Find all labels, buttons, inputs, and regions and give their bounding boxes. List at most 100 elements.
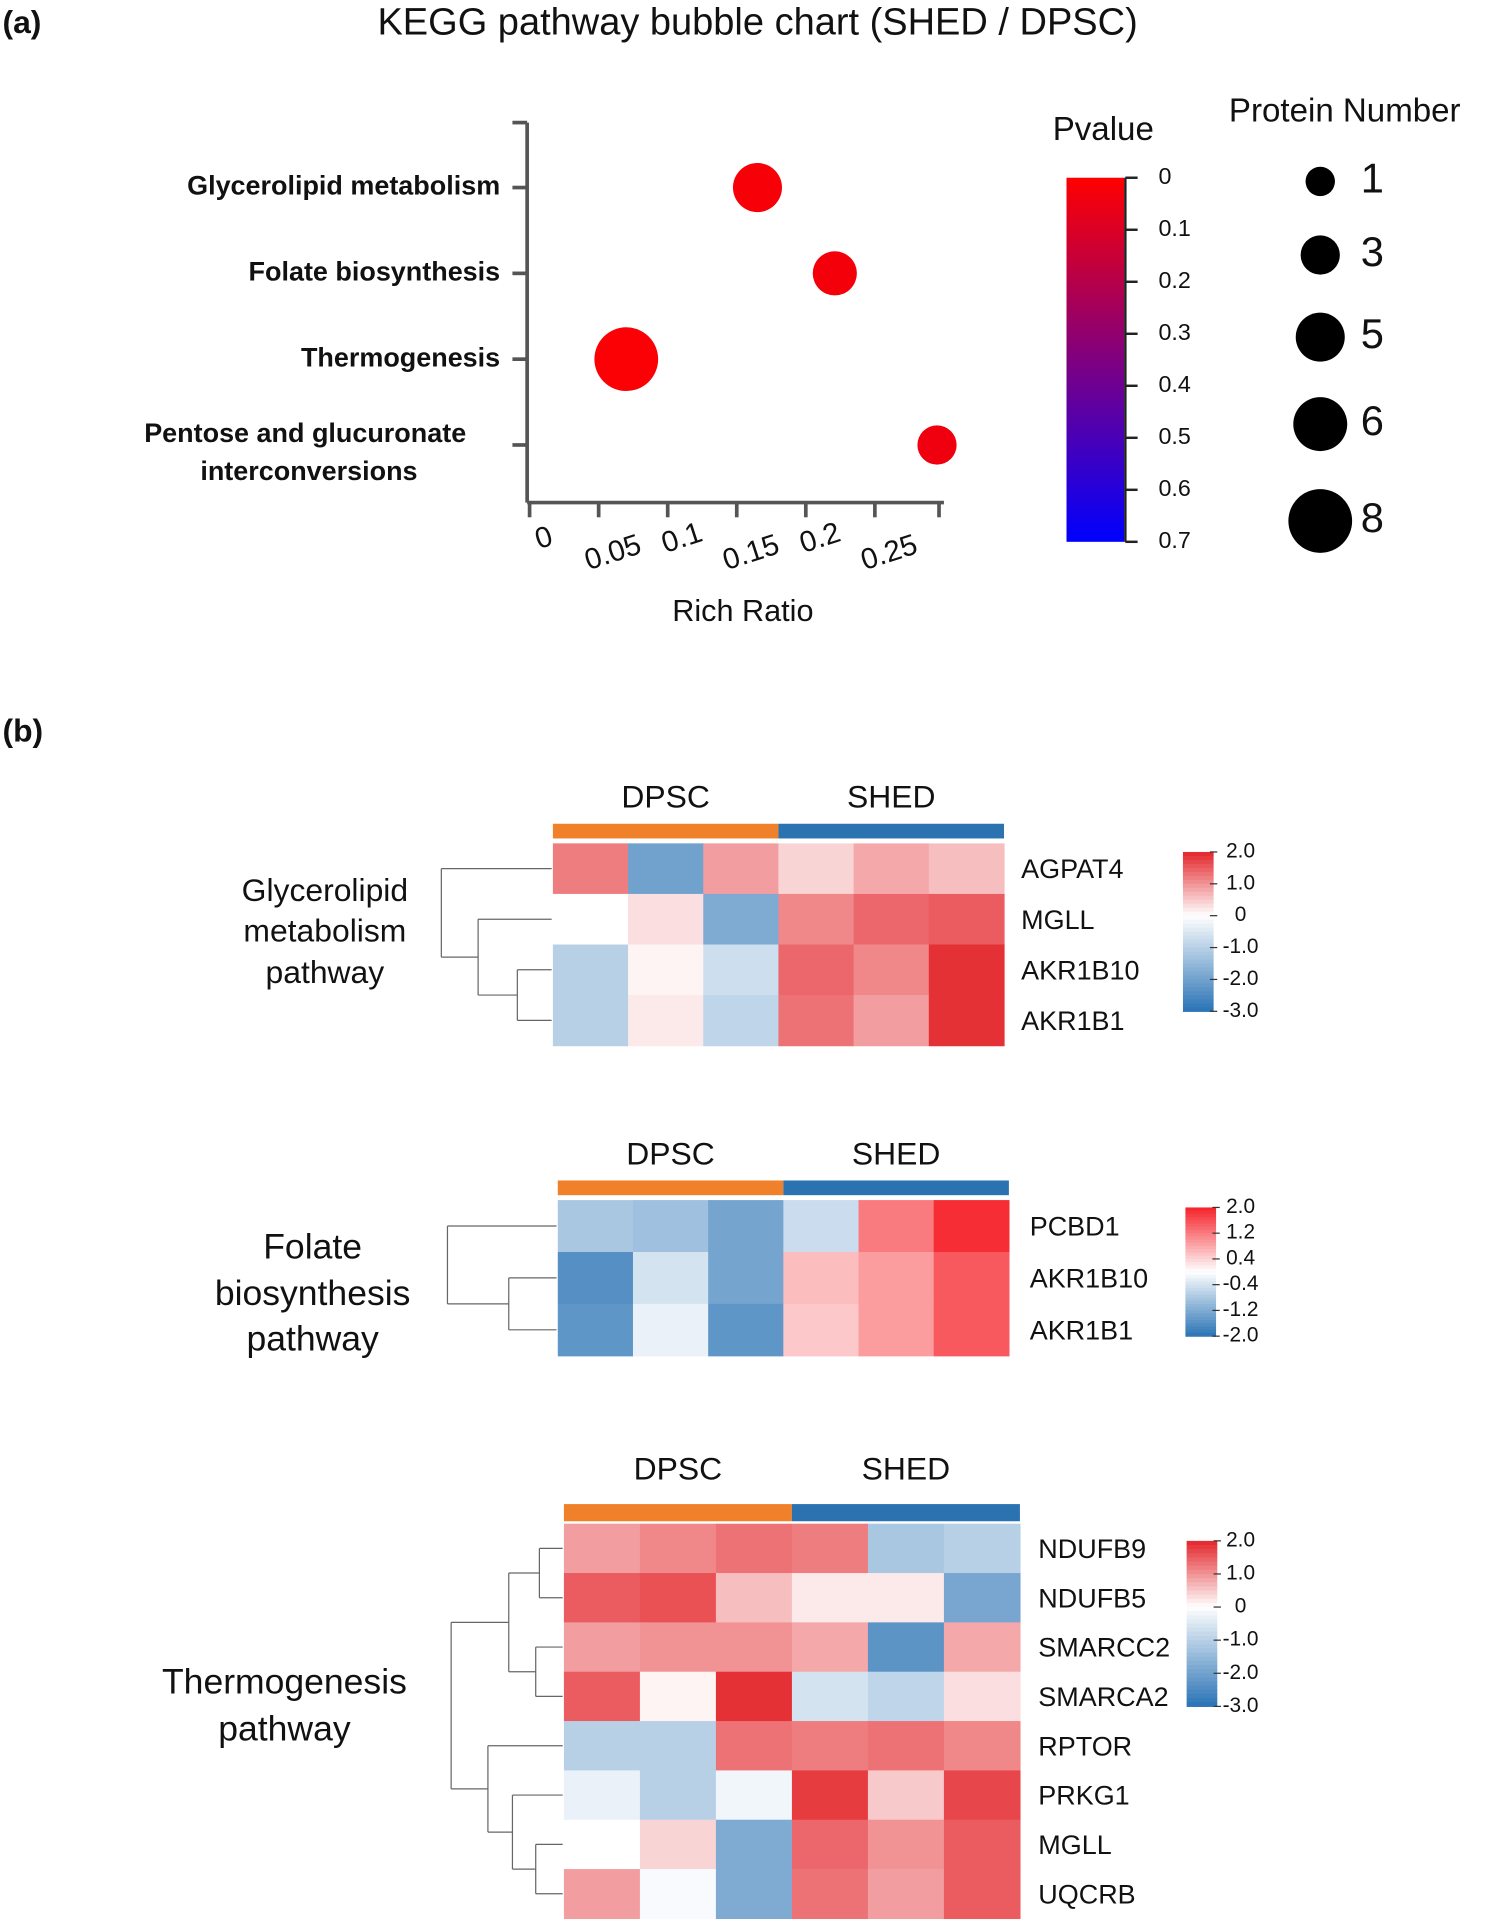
heatmap-cell: [853, 843, 930, 895]
heatmap-cell: [563, 1869, 641, 1920]
colorbar-segment: [1185, 1207, 1217, 1212]
heatmap-cell: [632, 1251, 709, 1305]
colorbar-segment: [1186, 1586, 1218, 1592]
colorbar-segment: [1182, 883, 1214, 889]
colorbar-segment: [1182, 927, 1214, 933]
heatmap-cell: [867, 1770, 945, 1821]
heatmap-cell: [933, 1303, 1010, 1357]
colorbar-tick-label: 0.2: [1158, 267, 1190, 293]
heatmap-cell: [853, 893, 930, 946]
row-label: NDUFB9: [1038, 1534, 1146, 1564]
bubble: [732, 163, 782, 213]
colorbar-segment: [1186, 1598, 1218, 1604]
row-label: NDUFB5: [1038, 1583, 1146, 1613]
colorbar-segment: [1186, 1644, 1218, 1650]
row-label: AGPAT4: [1021, 854, 1123, 884]
colorbar-segment: [1182, 919, 1214, 925]
colorbar-segment: [1185, 1249, 1217, 1254]
colorbar-segment: [1186, 1578, 1218, 1583]
colorbar-segment: [1182, 875, 1214, 881]
group-bar: [778, 823, 1004, 839]
group-bar: [783, 1180, 1009, 1196]
group-label: DPSC: [626, 1135, 715, 1171]
colorbar-segment: [1182, 971, 1214, 977]
colorbar-segment: [1185, 1265, 1217, 1270]
heatmap-cell: [703, 893, 780, 946]
group-label: DPSC: [621, 779, 710, 815]
colorbar-segment: [1185, 1217, 1217, 1221]
colorbar-segment: [1182, 867, 1214, 873]
colorbar-tick-label: 0: [1158, 163, 1171, 189]
heatmap-cell: [703, 995, 780, 1047]
colorbar-tick-label: 0.3: [1158, 319, 1190, 345]
colorbar-segment: [1182, 995, 1214, 1000]
heatmap-cell: [628, 944, 704, 996]
colorbar-segment: [1186, 1540, 1218, 1546]
heatmap-cell: [867, 1721, 945, 1772]
size-legend-marker: [1300, 235, 1340, 275]
colorbar-segment: [1186, 1623, 1218, 1629]
colorbar-segment: [1186, 1611, 1218, 1616]
colorbar-segment: [1186, 1569, 1218, 1575]
colorbar-segment: [1182, 891, 1214, 897]
row-label: UQCRB: [1038, 1879, 1135, 1909]
heatmap-cell: [791, 1622, 869, 1673]
colorbar-segment: [1186, 1640, 1218, 1645]
row-label: AKR1B1: [1021, 1006, 1124, 1036]
colorbar-tick-label: 1.0: [1226, 1561, 1255, 1584]
colorbar-segment: [1185, 1233, 1217, 1238]
heatmap-cell: [639, 1671, 717, 1722]
group-label: SHED: [862, 1450, 951, 1486]
colorbar-segment: [1186, 1607, 1218, 1612]
colorbar-segment: [1185, 1313, 1217, 1318]
colorbar-segment: [1186, 1656, 1218, 1662]
colorbar: [1066, 177, 1125, 542]
colorbar-segment: [1185, 1255, 1217, 1260]
heatmap-cell: [639, 1721, 717, 1772]
heatmap-cell: [632, 1200, 709, 1253]
colorbar-tick-label: 0.1: [1158, 215, 1190, 241]
colorbar-segment: [1186, 1698, 1218, 1703]
row-label: AKR1B1: [1030, 1315, 1133, 1345]
heatmap-cell: [563, 1721, 641, 1772]
heatmap-cell: [628, 995, 704, 1047]
colorbar-segment: [1185, 1316, 1217, 1321]
x-tick-label: 0.1: [657, 516, 706, 560]
heatmap-cell: [867, 1622, 945, 1673]
y-tick-label: Thermogenesis: [301, 342, 500, 372]
colorbar-segment: [1186, 1619, 1218, 1625]
heatmap-cell: [867, 1671, 945, 1722]
colorbar-segment: [1185, 1320, 1217, 1324]
heatmap-cell: [778, 843, 855, 895]
colorbar-segment: [1182, 967, 1214, 973]
colorbar-segment: [1182, 931, 1214, 937]
colorbar-tick-label: -2.0: [1223, 1661, 1259, 1684]
colorbar-tick-label: 2.0: [1226, 839, 1255, 862]
size-legend-label: 1: [1361, 154, 1384, 201]
y-tick-label: Pentose and glucuronate interconversions: [144, 418, 473, 486]
heatmap-cell: [715, 1671, 793, 1722]
size-legend-label: 8: [1361, 494, 1384, 541]
panel-label: (b): [2, 712, 43, 748]
colorbar-segment: [1182, 911, 1214, 917]
panel-label: (a): [2, 4, 41, 40]
colorbar-segment: [1185, 1329, 1217, 1334]
colorbar-tick-label: -0.4: [1223, 1272, 1259, 1295]
colorbar-tick-label: 0: [1235, 903, 1247, 926]
heatmap-cell: [708, 1200, 784, 1253]
colorbar-segment: [1182, 959, 1214, 965]
colorbar-tick-label: 0: [1235, 1595, 1247, 1618]
group-bar: [791, 1504, 1020, 1522]
y-tick-label: Glycerolipid metabolism: [187, 171, 500, 201]
colorbar-tick-label: 2.0: [1226, 1195, 1255, 1218]
colorbar-segment: [1185, 1252, 1217, 1257]
heatmap-cell: [639, 1770, 717, 1821]
group-bar: [557, 1180, 784, 1196]
colorbar-segment: [1182, 1003, 1214, 1008]
row-label: PCBD1: [1030, 1212, 1120, 1242]
colorbar-segment: [1182, 999, 1214, 1004]
bubble: [594, 327, 659, 392]
heatmap-cell: [639, 1523, 717, 1574]
colorbar-segment: [1186, 1702, 1218, 1707]
colorbar-segment: [1182, 943, 1214, 949]
